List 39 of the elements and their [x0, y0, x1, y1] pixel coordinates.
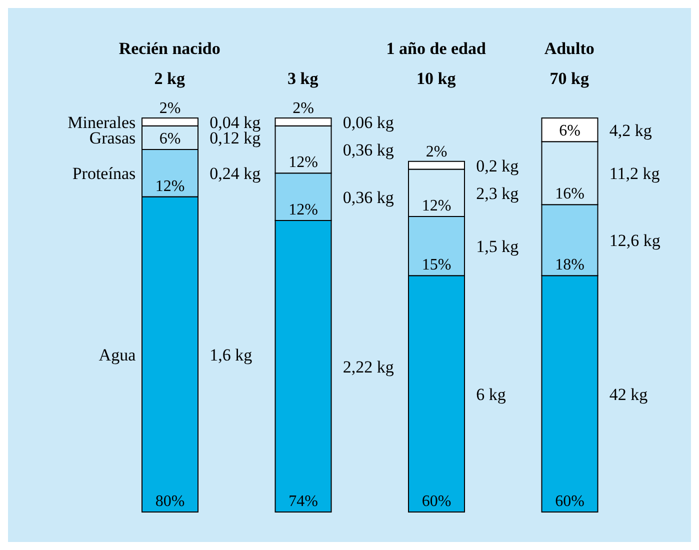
series-label: Proteínas [72, 164, 136, 184]
annotation: 0,24 kg [210, 164, 262, 184]
data-label: 15% [422, 256, 452, 274]
data-label: 60% [555, 493, 584, 510]
annotation: 2,3 kg [476, 184, 520, 203]
data-label: 18% [555, 256, 584, 274]
annotation: 0,06 kg [342, 112, 394, 132]
annotation: 12,6 kg [609, 231, 661, 250]
text: Recién nacido [118, 39, 220, 58]
data-label: 12% [155, 178, 185, 195]
annotation: 1,5 kg [476, 237, 520, 256]
data-label: 12% [288, 201, 318, 218]
data-label: 12% [288, 154, 318, 172]
x-tick-label: 2 kg [154, 69, 186, 88]
x-tick-label: 10 kg [416, 69, 456, 88]
data-label: 2% [292, 100, 314, 117]
data-label: 74% [288, 493, 318, 510]
data-label: 60% [422, 493, 452, 510]
x-tick-label: 3 kg [288, 69, 319, 88]
data-label: 2% [426, 143, 448, 160]
text: 1 año de edad [386, 39, 486, 58]
annotation: 0,36 kg [342, 188, 394, 207]
data-label: 6% [159, 130, 181, 148]
annotation: 0,36 kg [342, 140, 394, 160]
annotation: 0,2 kg [476, 156, 520, 176]
annotation: 1,6 kg [210, 345, 253, 364]
data-label: 12% [422, 198, 452, 214]
data-label: 6% [559, 122, 580, 140]
annotation: 11,2 kg [609, 164, 660, 184]
data-label: 16% [555, 186, 584, 203]
annotation: 4,2 kg [609, 120, 652, 140]
annotation: 2,22 kg [342, 357, 394, 376]
annotation: 42 kg [609, 384, 648, 404]
annotation: 6 kg [476, 384, 506, 404]
text: Adulto [544, 39, 594, 58]
series-label: Agua [98, 345, 136, 364]
data-label: 2% [159, 100, 181, 117]
x-tick-label: 70 kg [550, 69, 590, 88]
data-label: 80% [155, 493, 185, 510]
